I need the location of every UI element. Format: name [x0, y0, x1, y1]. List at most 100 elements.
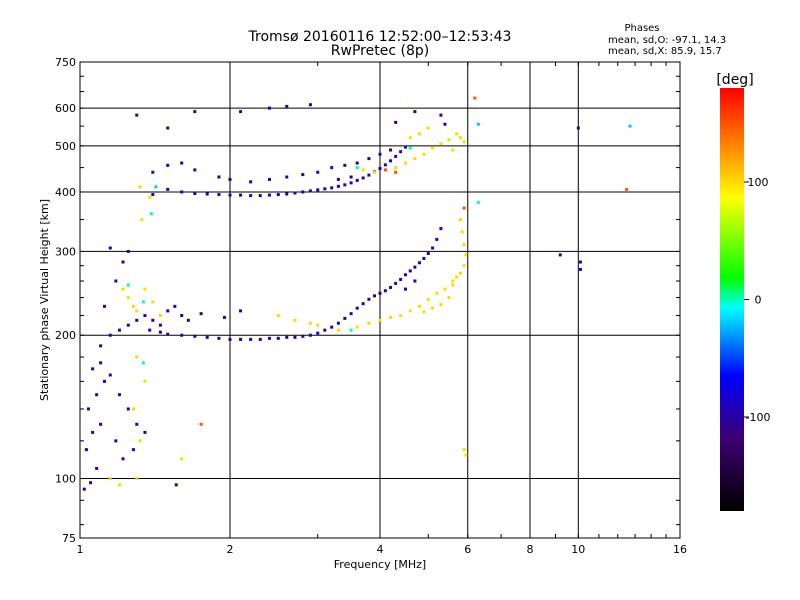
echo-point — [443, 287, 447, 291]
echo-point — [131, 448, 135, 452]
echo-point — [417, 304, 421, 308]
colorbar — [720, 88, 744, 511]
y-tick-label: 100 — [55, 473, 76, 486]
echo-point — [141, 300, 145, 304]
echo-point — [378, 152, 382, 156]
echo-point — [476, 201, 480, 205]
echo-point — [367, 297, 371, 301]
echo-point — [355, 178, 359, 182]
echo-point — [140, 218, 144, 222]
y-tick-label: 600 — [55, 102, 76, 115]
echo-point — [389, 315, 393, 319]
echo-point — [276, 314, 280, 318]
y-axis-label: Stationary phase Virtual Height [km] — [38, 199, 51, 401]
chart-subtitle: RwPretec (8p) — [331, 43, 429, 59]
echo-point — [394, 166, 398, 170]
echo-point — [316, 323, 320, 327]
echo-point — [336, 184, 340, 188]
echo-point — [121, 457, 125, 461]
echo-point — [361, 302, 365, 306]
echo-point — [158, 330, 162, 334]
echo-point — [143, 314, 147, 318]
echo-point — [378, 167, 382, 171]
echo-point — [228, 193, 232, 197]
echo-point — [308, 333, 312, 337]
echo-point — [117, 393, 121, 397]
echo-point — [431, 146, 435, 150]
echo-point — [135, 113, 139, 117]
echo-point — [193, 334, 197, 338]
echo-point — [131, 304, 135, 308]
echo-point — [458, 218, 462, 222]
echo-point — [435, 237, 439, 241]
echo-point — [336, 328, 340, 332]
echo-point — [447, 138, 451, 142]
echo-point — [108, 373, 112, 377]
echo-point — [455, 275, 459, 279]
x-tick-label: 8 — [527, 543, 534, 556]
echo-point — [249, 337, 253, 341]
echo-point — [389, 285, 393, 289]
echo-point — [117, 328, 121, 332]
echo-point — [408, 269, 412, 273]
echo-point — [394, 120, 398, 124]
echo-point — [82, 487, 86, 491]
x-axis-label: Frequency [MHz] — [334, 558, 426, 571]
echo-point — [462, 206, 466, 210]
echo-point — [267, 193, 271, 197]
echo-point — [464, 453, 468, 457]
x-tick-label: 6 — [464, 543, 471, 556]
echo-point — [193, 168, 197, 172]
echo-point — [308, 189, 312, 193]
echo-point — [431, 306, 435, 310]
echo-point — [625, 187, 629, 191]
echo-point — [628, 124, 632, 128]
colorbar-tick-label: -100 — [746, 411, 771, 424]
echo-point — [451, 148, 455, 152]
echo-point — [166, 187, 170, 191]
echo-point — [336, 177, 340, 181]
echo-point — [355, 306, 359, 310]
echo-point — [422, 152, 426, 156]
echo-point — [462, 264, 466, 268]
echo-point — [394, 170, 398, 174]
echo-point — [86, 407, 90, 411]
echo-point — [462, 140, 466, 144]
echo-point — [293, 191, 297, 195]
echo-point — [373, 170, 377, 174]
echo-point — [138, 185, 142, 189]
echo-point — [422, 256, 426, 260]
echo-point — [464, 253, 468, 257]
echo-point — [205, 192, 209, 196]
echo-point — [336, 321, 340, 325]
echo-point — [558, 253, 562, 257]
echo-point — [408, 146, 412, 150]
echo-point — [276, 336, 280, 340]
echo-point — [439, 113, 443, 117]
echo-point — [91, 367, 95, 371]
echo-point — [258, 337, 262, 341]
echo-point — [451, 279, 455, 283]
echo-point — [403, 145, 407, 149]
chart-title: Tromsø 20160116 12:52:00–12:53:43 — [248, 29, 512, 45]
echo-point — [349, 312, 353, 316]
echo-point — [126, 296, 130, 300]
echo-point — [458, 136, 462, 140]
echo-point — [239, 309, 243, 313]
echo-point — [217, 175, 221, 179]
echo-point — [166, 309, 170, 313]
colorbar-ticks: 100 0 -100 — [744, 176, 770, 424]
echo-point — [349, 328, 353, 332]
echo-point — [239, 337, 243, 341]
echo-point — [143, 430, 147, 434]
echo-point — [301, 190, 305, 194]
y-tick-label: 75 — [62, 532, 76, 545]
echo-point — [114, 279, 118, 283]
echo-point — [285, 192, 289, 196]
echo-point — [249, 194, 253, 198]
echo-point — [151, 318, 155, 322]
echo-point — [460, 230, 464, 234]
echo-point — [439, 142, 443, 146]
echo-point — [158, 323, 162, 327]
